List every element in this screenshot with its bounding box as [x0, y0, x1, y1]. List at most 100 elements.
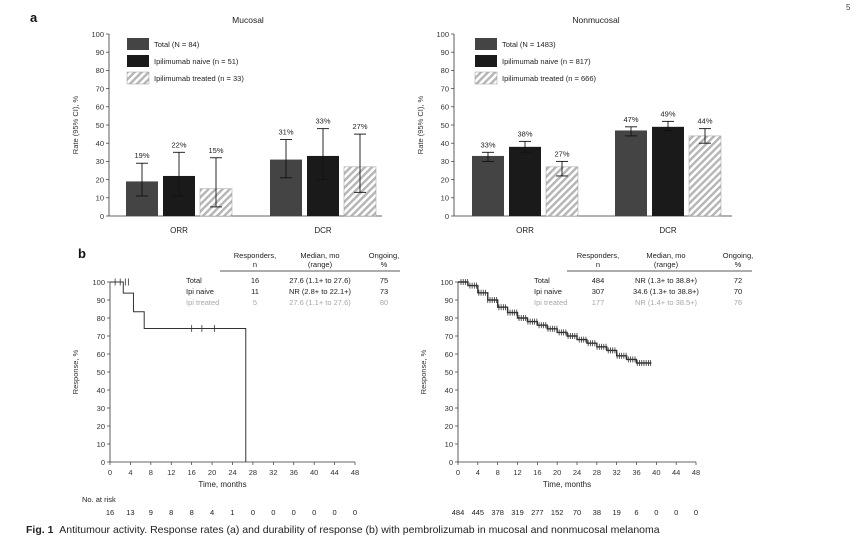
x-tick-label: 16	[533, 468, 541, 477]
y-tick-label: 80	[97, 314, 105, 323]
x-tick-label: 8	[496, 468, 500, 477]
table-cell-median: 27.6 (1.1+ to 27.6)	[289, 298, 351, 307]
table-cell-median: NR (2.8+ to 22.1+)	[289, 287, 352, 296]
table-cell-ongoing: 75	[380, 276, 388, 285]
page-mark: 5	[846, 3, 851, 12]
bar-chart-nonmucosal: Nonmucosal 0 10 20 30 40 50 60 70 80 90 100 Rate (95…	[416, 15, 732, 235]
table-row-label: Ipi naive	[186, 287, 214, 296]
data-label: 19%	[134, 151, 149, 160]
chart-title: Mucosal	[232, 15, 264, 25]
data-label: 38%	[517, 129, 532, 138]
y-tick-label: 40	[441, 139, 449, 148]
y-tick-label: 80	[441, 66, 449, 75]
data-label: 27%	[554, 149, 569, 158]
y-tick-label: 50	[97, 368, 105, 377]
figure: a b 5 Mucosal0102030405060708090100Rate …	[30, 3, 851, 517]
table-header-sub: (range)	[654, 260, 679, 269]
y-tick-label: 70	[441, 84, 449, 93]
x-tick-label: 20	[208, 468, 216, 477]
x-tick-label: 4	[476, 468, 480, 477]
table-row-label: Ipi naive	[534, 287, 562, 296]
y-tick-label: 10	[445, 440, 453, 449]
x-tick-label: 24	[228, 468, 236, 477]
legend-label: Total (N = 84)	[154, 40, 200, 49]
at-risk-value: 8	[190, 508, 194, 517]
y-tick-label: 30	[445, 404, 453, 413]
table-cell-n: 177	[592, 298, 605, 307]
x-tick-label: 0	[456, 468, 460, 477]
at-risk-value: 0	[251, 508, 255, 517]
y-tick-label: 100	[92, 278, 105, 287]
at-risk-value: 70	[573, 508, 581, 517]
category-label: ORR	[516, 226, 534, 235]
at-risk-value: 0	[332, 508, 336, 517]
data-label: 47%	[623, 115, 638, 124]
x-tick-label: 28	[593, 468, 601, 477]
y-tick-label: 90	[97, 296, 105, 305]
x-tick-label: 40	[310, 468, 318, 477]
table-cell-n: 307	[592, 287, 605, 296]
caption-prefix: Fig. 1	[26, 524, 54, 536]
x-tick-label: 48	[351, 468, 359, 477]
x-axis-label: Time, months	[198, 480, 246, 489]
legend-swatch-total	[127, 38, 149, 50]
table-row-label: Total	[534, 276, 550, 285]
y-tick-label: 50	[445, 368, 453, 377]
at-risk-value: 13	[126, 508, 134, 517]
y-axis-label: Rate (95% CI), %	[71, 95, 80, 154]
panel-a-label: a	[30, 10, 38, 25]
at-risk-value: 8	[169, 508, 173, 517]
legend-swatch-naive	[127, 55, 149, 67]
y-tick-label: 80	[445, 314, 453, 323]
table-header-sub: %	[381, 260, 388, 269]
legend-label: Ipilimumab naive (n = 817)	[502, 57, 591, 66]
at-risk-value: 6	[634, 508, 638, 517]
at-risk-value: 484	[452, 508, 465, 517]
at-risk-value: 9	[149, 508, 153, 517]
km-curve	[110, 281, 247, 462]
bar-total-dcr	[615, 130, 647, 216]
x-tick-label: 20	[553, 468, 561, 477]
y-tick-label: 10	[441, 194, 449, 203]
data-label: 31%	[278, 128, 293, 137]
x-tick-label: 36	[632, 468, 640, 477]
y-axis-label: Response, %	[419, 349, 428, 394]
at-risk-value: 0	[292, 508, 296, 517]
at-risk-value: 0	[694, 508, 698, 517]
data-label: 15%	[208, 146, 223, 155]
y-tick-label: 40	[96, 139, 104, 148]
legend-swatch-treated	[126, 71, 150, 85]
y-tick-label: 100	[440, 278, 453, 287]
x-tick-label: 40	[652, 468, 660, 477]
category-label: ORR	[170, 226, 188, 235]
x-tick-label: 48	[692, 468, 700, 477]
y-tick-label: 50	[441, 121, 449, 130]
x-axis-label: Time, months	[543, 480, 591, 489]
y-tick-label: 60	[96, 103, 104, 112]
at-risk-value: 0	[353, 508, 357, 517]
table-header-sub: (range)	[308, 260, 333, 269]
table-cell-median: 27.6 (1.1+ to 27.6)	[289, 276, 351, 285]
x-tick-label: 28	[249, 468, 257, 477]
x-tick-label: 16	[187, 468, 195, 477]
bar-total-orr	[472, 155, 504, 216]
bar-naive-orr	[509, 146, 541, 216]
table-cell-ongoing: 80	[380, 298, 388, 307]
legend-swatch-naive	[475, 55, 497, 67]
y-tick-label: 70	[445, 332, 453, 341]
category-label: DCR	[659, 226, 677, 235]
table-header-sub: n	[596, 260, 600, 269]
table-cell-ongoing: 73	[380, 287, 388, 296]
y-tick-label: 0	[100, 212, 104, 221]
y-tick-label: 90	[441, 48, 449, 57]
at-risk-value: 277	[531, 508, 544, 517]
table-cell-median: NR (1.4+ to 38.5+)	[635, 298, 698, 307]
x-tick-label: 8	[149, 468, 153, 477]
data-label: 44%	[697, 117, 712, 126]
at-risk-value: 0	[312, 508, 316, 517]
panel-b-label: b	[78, 246, 86, 261]
caption-text: Antitumour activity. Response rates (a) …	[59, 524, 660, 536]
table-cell-n: 5	[253, 298, 257, 307]
at-risk-value: 0	[271, 508, 275, 517]
